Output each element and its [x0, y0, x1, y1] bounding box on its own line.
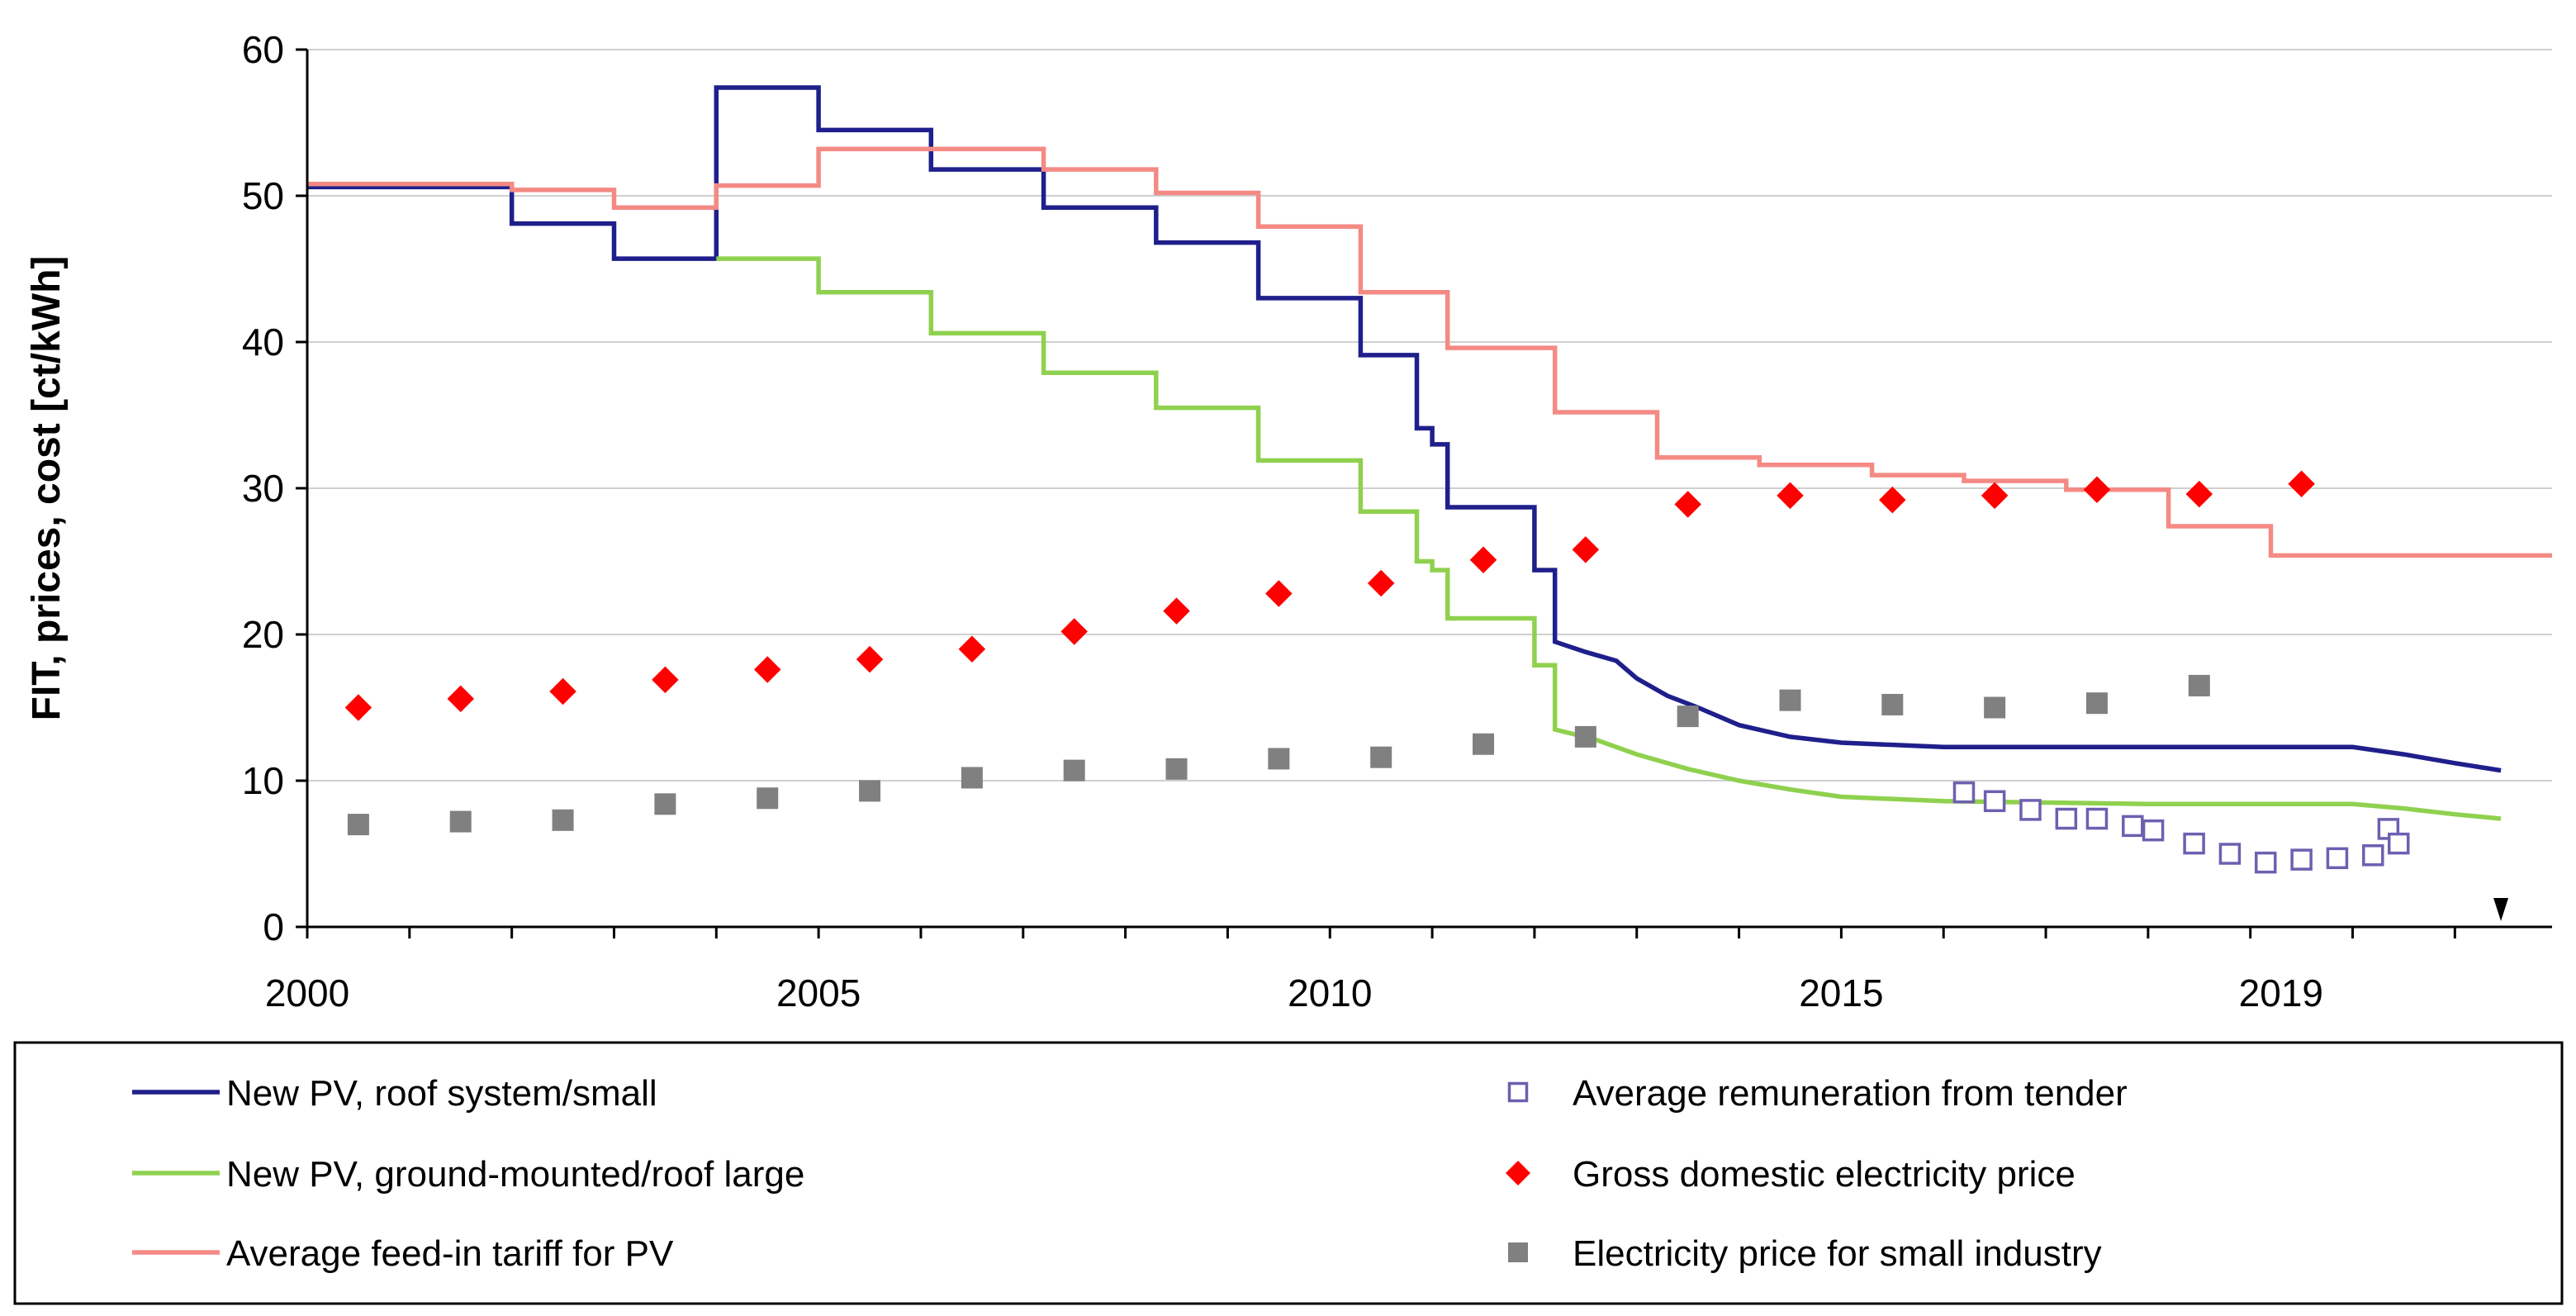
- data-point: [2288, 470, 2315, 497]
- series-3: [1952, 781, 2410, 874]
- legend-entry: Average feed-in tariff for PV: [132, 1233, 674, 1274]
- data-point: [1268, 748, 1290, 770]
- data-point: [1572, 536, 1600, 563]
- data-point: [1163, 597, 1190, 625]
- data-point: [652, 666, 679, 694]
- legend-entry: Electricity price for small industry: [1508, 1233, 2102, 1274]
- series-layer: [307, 85, 2552, 921]
- legend-entry: New PV, ground-mounted/roof large: [132, 1154, 804, 1195]
- data-point: [2122, 815, 2144, 838]
- data-point: [753, 656, 781, 683]
- y-axis-title: FIT, prices, cost [ct/kWh]: [25, 256, 69, 721]
- data-point: [1060, 618, 1088, 645]
- data-point: [654, 793, 676, 815]
- data-point: [1063, 759, 1085, 782]
- data-point: [1881, 693, 1904, 715]
- data-point: [2185, 480, 2213, 508]
- data-point: [1367, 569, 1395, 597]
- legend-swatch: [1506, 1161, 1530, 1185]
- data-point: [2085, 692, 2108, 715]
- legend-entry: Average remuneration from tender: [1507, 1073, 2128, 1114]
- grid-lines: [307, 49, 2552, 782]
- data-point: [2388, 832, 2410, 855]
- data-point: [2019, 799, 2042, 821]
- data-point: [1674, 491, 1701, 518]
- series-line: [307, 146, 2552, 558]
- data-point: [1952, 781, 1976, 804]
- data-point: [1574, 725, 1596, 748]
- x-tick-label: 2000: [265, 972, 349, 1014]
- data-point: [859, 780, 881, 802]
- data-point: [447, 685, 474, 713]
- data-point: [2085, 807, 2109, 830]
- data-point: [1265, 580, 1293, 607]
- data-point: [961, 767, 983, 789]
- series-2: [307, 146, 2552, 558]
- data-point: [2055, 807, 2078, 830]
- series-1: [716, 256, 2502, 821]
- data-point: [1370, 746, 1392, 768]
- series-0: [307, 85, 2502, 773]
- annotation-marker: [2493, 897, 2509, 921]
- data-point: [1984, 696, 2006, 719]
- data-point: [856, 645, 884, 673]
- series-5: [347, 674, 2210, 836]
- data-point: [347, 814, 369, 836]
- data-point: [1777, 482, 1804, 510]
- y-tick-label: 20: [242, 613, 284, 656]
- x-tick-label: 2015: [1799, 972, 1883, 1014]
- data-point: [2142, 819, 2165, 842]
- data-point: [2326, 847, 2349, 870]
- legend-swatch: [1508, 1242, 1528, 1262]
- data-point: [2290, 848, 2313, 871]
- y-tick-label: 0: [263, 905, 284, 948]
- series-4: [344, 470, 2315, 721]
- data-point: [1165, 758, 1188, 780]
- data-point: [549, 677, 576, 706]
- legend-label: Average remuneration from tender: [1573, 1073, 2128, 1114]
- data-point: [2218, 843, 2242, 865]
- legend-label: Average feed-in tariff for PV: [226, 1233, 674, 1274]
- data-point: [1983, 790, 2006, 813]
- data-point: [757, 787, 779, 810]
- data-point: [1473, 733, 1495, 755]
- legend-swatch: [1507, 1081, 1529, 1103]
- legend: New PV, roof system/small New PV, ground-…: [13, 1041, 2564, 1305]
- y-tick-label: 60: [242, 28, 284, 71]
- legend-label: Electricity price for small industry: [1573, 1233, 2102, 1274]
- data-point: [1779, 689, 1801, 711]
- series-line: [307, 85, 2502, 773]
- legend-box: [13, 1041, 2564, 1305]
- legend-entry: New PV, roof system/small: [132, 1073, 657, 1114]
- data-point: [1469, 546, 1497, 573]
- data-point: [449, 810, 472, 833]
- legend-label: Gross domestic electricity price: [1573, 1154, 2076, 1195]
- axes: 0 10 20 30 40 50 60 2000 2005 2010 2015 2019 FIT, pr…: [25, 28, 2552, 1014]
- data-point: [2362, 844, 2384, 867]
- x-tick-label: 2005: [776, 972, 861, 1014]
- data-point: [2255, 851, 2277, 874]
- data-point: [958, 635, 986, 663]
- data-point: [1981, 482, 2009, 510]
- series-line: [716, 256, 2502, 821]
- data-point: [344, 694, 372, 721]
- y-tick-label: 40: [242, 321, 284, 363]
- x-tick-label: 2010: [1288, 972, 1372, 1014]
- y-tick-label: 50: [242, 174, 284, 217]
- y-tick-label: 10: [242, 759, 284, 802]
- legend-label: New PV, ground-mounted/roof large: [226, 1154, 804, 1195]
- data-point: [2183, 832, 2205, 855]
- data-point: [552, 809, 574, 831]
- x-tick-label: 2019: [2239, 972, 2323, 1014]
- legend-entry: Gross domestic electricity price: [1506, 1154, 2076, 1195]
- data-point: [1879, 486, 1906, 514]
- y-tick-label: 30: [242, 467, 284, 510]
- data-point: [1677, 706, 1699, 728]
- legend-label: New PV, roof system/small: [226, 1073, 657, 1114]
- data-point: [2083, 476, 2111, 504]
- data-point: [2188, 674, 2210, 696]
